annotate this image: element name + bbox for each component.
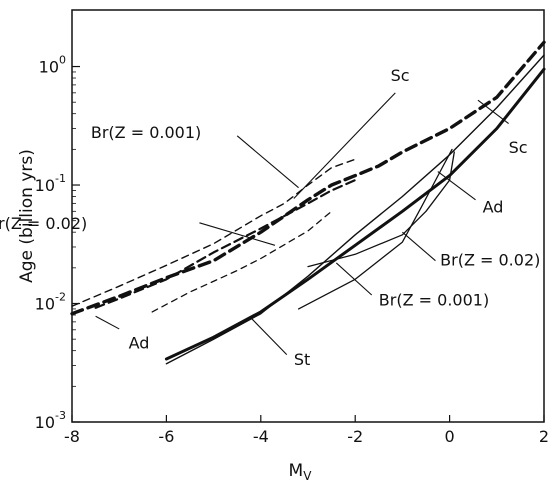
y-tick-exp-1: -2 [55, 291, 66, 304]
x-tick-label-5: 2 [539, 427, 549, 446]
series-line-lower-4 [164, 67, 546, 361]
annotation-group: Sc Br(Z = 0.001) Br(Z = 0.02) Ad Sc Ad Br(Z = … [0, 66, 540, 369]
annotation-leader-8 [250, 317, 288, 356]
annotation-leader-5 [437, 171, 476, 201]
annotation-label-8: St [294, 350, 310, 369]
series-line-lower-7 [297, 148, 453, 310]
x-tick-label-3: -2 [347, 427, 363, 446]
annotation-leader-0 [293, 92, 396, 199]
x-axis-label: MV [289, 461, 313, 483]
y-tick-label-3: 100 [39, 54, 66, 77]
annotation-leader-6 [402, 231, 436, 262]
x-tick-label-0: -8 [64, 427, 80, 446]
annotation-label-7: Br(Z = 0.001) [379, 291, 489, 310]
annotation-leader-4 [477, 99, 509, 125]
series-line-lower-5 [165, 54, 545, 365]
plot-frame [71, 9, 545, 423]
x-tick-label-1: -6 [158, 427, 174, 446]
annotation-label-3: Ad [129, 333, 150, 352]
y-tick-base-1: 10 [35, 295, 55, 314]
annotation-label-2: Br(Z = 0.02) [0, 214, 87, 233]
y-tick-label-1: 10-2 [35, 291, 66, 314]
x-axis-label-sub: V [303, 469, 312, 483]
series-group [70, 40, 546, 365]
series-line-upper-1 [71, 158, 356, 307]
y-tick-exp-2: -1 [55, 172, 66, 185]
annotation-leader-1 [236, 135, 299, 189]
y-tick-exp-3: 0 [59, 54, 66, 67]
x-axis-label-main: M [289, 461, 304, 481]
y-tick-label-0: 10-3 [35, 409, 66, 432]
series-line-upper-2 [94, 179, 357, 309]
annotation-label-5: Ad [483, 197, 504, 216]
annotation-leader-3 [95, 315, 120, 330]
series-line-upper-0 [70, 40, 546, 316]
annotation-label-6: Br(Z = 0.02) [440, 251, 540, 270]
x-tick-label-2: -4 [253, 427, 269, 446]
annotation-label-1: Br(Z = 0.001) [91, 123, 201, 142]
y-tick-base-3: 10 [39, 58, 59, 77]
x-tick-label-4: 0 [445, 427, 455, 446]
y-tick-base-2: 10 [35, 176, 55, 195]
annotation-label-0: Sc [391, 66, 410, 85]
annotation-leader-7 [335, 262, 373, 296]
annotation-leader-2 [199, 222, 276, 246]
series-line-lower-6 [307, 151, 455, 268]
y-tick-exp-0: -3 [55, 409, 66, 422]
y-tick-label-2: 10-1 [35, 172, 66, 195]
y-axis-label: Age (billion yrs) [17, 149, 37, 283]
series-line-upper-3 [151, 210, 333, 313]
annotation-label-4: Sc [509, 138, 528, 157]
y-tick-base-0: 10 [35, 413, 55, 432]
